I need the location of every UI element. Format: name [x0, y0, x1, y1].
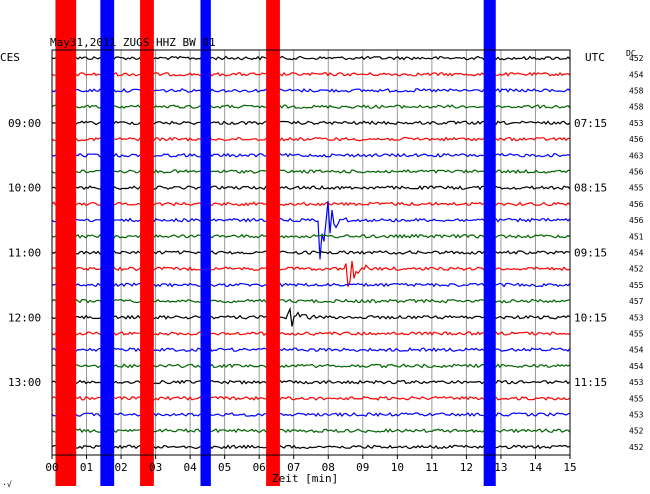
dc-value: 456 — [629, 135, 644, 144]
x-tick-label: 01 — [80, 461, 93, 474]
x-tick-label: 02 — [114, 461, 127, 474]
event-band-4 — [200, 0, 211, 486]
left-time-label: 12:00 — [8, 311, 41, 324]
chart-title: May31,2011 ZUGS HHZ BW 01 — [50, 36, 216, 49]
dc-value: 457 — [629, 297, 644, 306]
x-tick-label: 07 — [287, 461, 300, 474]
dc-value: 454 — [629, 362, 644, 371]
dc-value: 455 — [629, 281, 644, 290]
dc-value: 463 — [629, 151, 644, 160]
dc-value: 453 — [629, 378, 644, 387]
x-tick-label: 14 — [529, 461, 543, 474]
dc-value: 452 — [629, 443, 644, 452]
right-time-label: 11:15 — [574, 376, 607, 389]
left-time-label: 11:00 — [8, 247, 41, 260]
left-time-label: 09:00 — [8, 117, 41, 130]
dc-value: 453 — [629, 119, 644, 128]
dc-value: 456 — [629, 168, 644, 177]
event-band-6 — [483, 0, 496, 486]
x-tick-label: 10 — [391, 461, 404, 474]
event-band-5 — [266, 0, 280, 486]
dc-value: 452 — [629, 265, 644, 274]
dc-value: 458 — [629, 87, 644, 96]
left-time-label: 10:00 — [8, 182, 41, 195]
x-tick-label: 05 — [218, 461, 231, 474]
x-tick-label: 15 — [563, 461, 576, 474]
dc-value: 453 — [629, 313, 644, 322]
right-time-label: 09:15 — [574, 247, 607, 260]
x-tick-label: 06 — [253, 461, 266, 474]
event-bands — [55, 0, 496, 486]
x-tick-label: 11 — [425, 461, 438, 474]
dc-value: 453 — [629, 411, 644, 420]
dc-value: 456 — [629, 216, 644, 225]
x-tick-label: 00 — [45, 461, 58, 474]
x-tick-label: 12 — [460, 461, 473, 474]
left-time-label: 13:00 — [8, 376, 41, 389]
dc-value: 452 — [629, 427, 644, 436]
x-tick-label: 13 — [494, 461, 507, 474]
x-tick-label: 03 — [149, 461, 162, 474]
right-time-label: 07:15 — [574, 117, 607, 130]
x-tick-label: 09 — [356, 461, 369, 474]
dc-value: 455 — [629, 184, 644, 193]
footer-mark: ·√ — [2, 480, 12, 489]
left-axis-label: CES — [0, 51, 20, 64]
plot-frame — [51, 49, 571, 456]
x-tick-label: 04 — [184, 461, 198, 474]
axis-labels: 00 01 02 03 04 05 06 07 08 09 10 11 12 13 14 15 09:00 07:… — [8, 54, 644, 474]
event-band-1 — [55, 0, 77, 486]
event-band-3 — [140, 0, 154, 486]
dc-value: 455 — [629, 394, 644, 403]
x-axis-label: Zeit [min] — [272, 472, 338, 485]
event-band-2 — [100, 0, 115, 486]
dc-value: 458 — [629, 103, 644, 112]
dc-value: 454 — [629, 70, 644, 79]
dc-value: 452 — [629, 54, 644, 63]
right-time-label: 08:15 — [574, 182, 607, 195]
x-tick-label: 08 — [322, 461, 335, 474]
dc-value: 456 — [629, 200, 644, 209]
right-axis-label: UTC — [585, 51, 605, 64]
right-time-label: 10:15 — [574, 311, 607, 324]
dc-column-label: DC — [626, 49, 636, 58]
dc-value: 455 — [629, 330, 644, 339]
dc-value: 451 — [629, 232, 644, 241]
dc-value: 454 — [629, 249, 644, 258]
dc-value: 454 — [629, 346, 644, 355]
